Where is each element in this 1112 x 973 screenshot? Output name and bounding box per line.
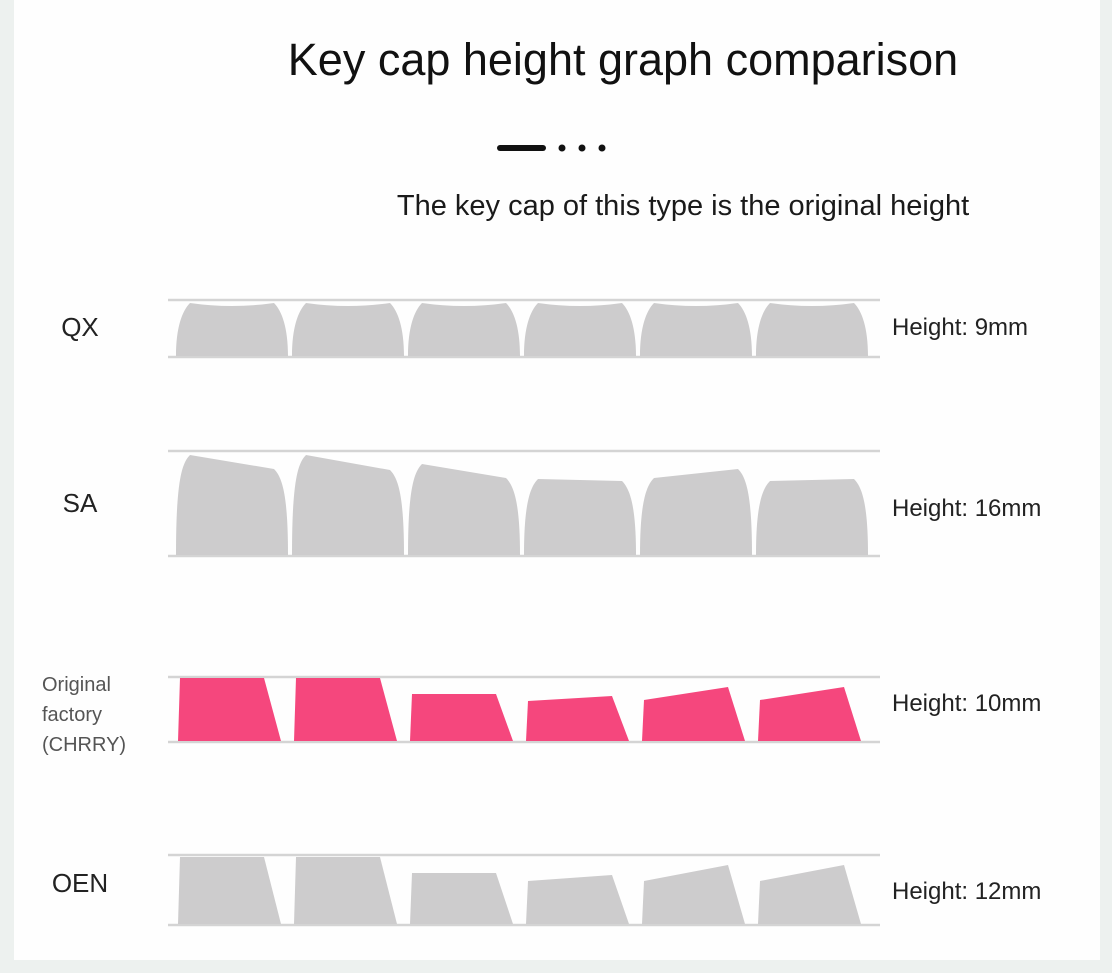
- keycap: [294, 678, 397, 741]
- keycap: [526, 875, 629, 924]
- keycap: [756, 303, 868, 356]
- keycap: [176, 455, 288, 555]
- keycap-row-oen: [168, 853, 880, 927]
- height-label-original-factory: Height: 10mm: [892, 690, 1042, 717]
- keycap: [292, 455, 404, 555]
- keycap: [640, 303, 752, 356]
- label-line: factory: [42, 704, 103, 726]
- row-label-oen: OEN: [51, 868, 109, 898]
- keycap: [758, 687, 861, 741]
- keycap-row-original-factory: [168, 675, 880, 744]
- keycap: [176, 303, 288, 356]
- keycap: [524, 303, 636, 356]
- keycap-row-sa: [168, 449, 880, 558]
- keycap: [526, 696, 629, 741]
- label-line: (CHRRY): [42, 734, 127, 756]
- keycap: [178, 678, 281, 741]
- keycap: [524, 479, 636, 555]
- height-label-qx: Height: 9mm: [892, 314, 1029, 341]
- height-label-oen: Height: 12mm: [892, 878, 1042, 905]
- keycap: [178, 857, 281, 924]
- row-label-original-factory: Original factory (CHRRY): [42, 670, 202, 760]
- subtitle: The key cap of this type is the original…: [396, 190, 970, 222]
- keycap: [408, 303, 520, 356]
- row-label-sa: SA: [62, 488, 98, 518]
- keycap: [292, 303, 404, 356]
- label-line: Original: [42, 674, 111, 696]
- keycap-row-qx: [168, 298, 880, 359]
- keycap: [294, 857, 397, 924]
- keycap: [756, 479, 868, 555]
- height-label-sa: Height: 16mm: [892, 495, 1042, 522]
- keycap: [410, 873, 513, 924]
- page-title: Key cap height graph comparison: [287, 34, 959, 85]
- keycap: [642, 687, 745, 741]
- keycap: [642, 865, 745, 924]
- row-label-qx: QX: [61, 312, 99, 342]
- keycap: [640, 469, 752, 555]
- keycap: [758, 865, 861, 924]
- keycap: [408, 464, 520, 555]
- keycap: [410, 694, 513, 741]
- divider-icon: [497, 144, 606, 152]
